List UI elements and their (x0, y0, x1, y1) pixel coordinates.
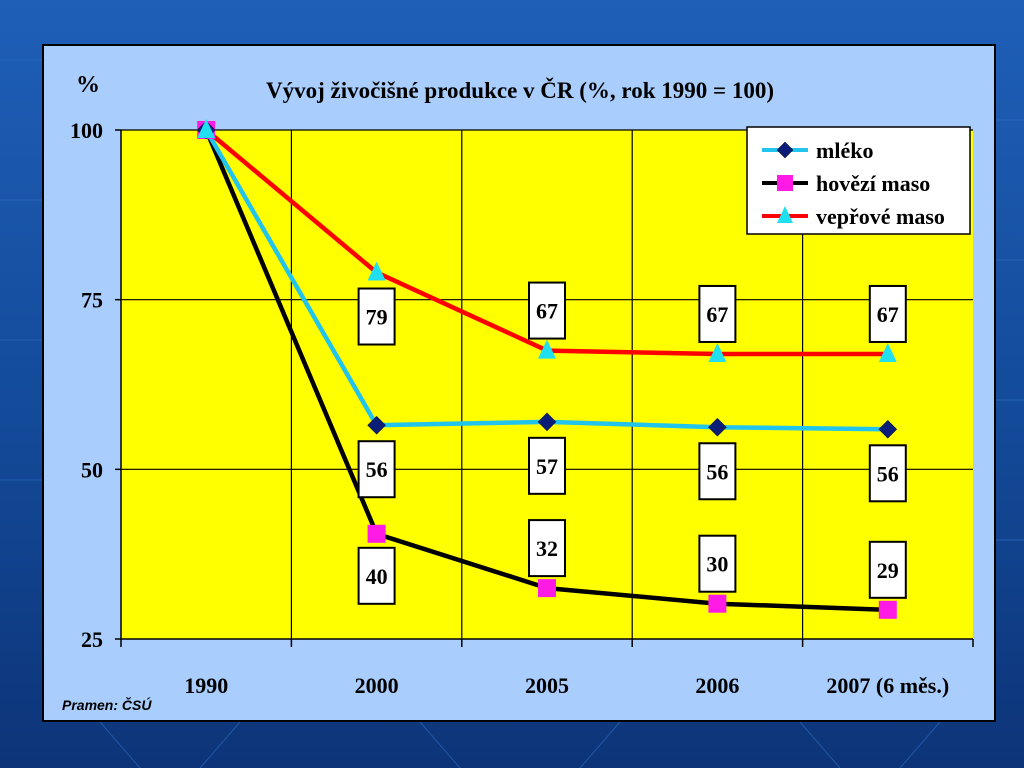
data-point-marker (708, 417, 727, 437)
data-point-marker (708, 342, 727, 362)
data-point-marker (538, 339, 556, 359)
legend-label: hovězí maso (816, 171, 930, 196)
x-tick-label: 2000 (355, 673, 399, 698)
data-label-box (357, 440, 396, 499)
legend-label: vepřové maso (816, 204, 945, 229)
y-tick-label: 75 (81, 288, 103, 313)
x-tick-label: 2005 (525, 673, 569, 698)
data-label-box (868, 444, 907, 503)
data-point-marker (878, 419, 898, 439)
chart-title: Vývoj živočišné produkce v ČR (%, rok 19… (266, 77, 774, 103)
data-label-box (357, 546, 396, 605)
x-tick-label: 2007 (6 měs.) (826, 673, 949, 698)
data-label: 32 (536, 536, 558, 561)
data-labels: 56 57 56 56 40 32 30 29 79 67 67 67 (357, 281, 907, 605)
x-tick-label: 1990 (184, 673, 228, 698)
data-label-box (357, 287, 396, 346)
data-point-marker (538, 579, 556, 598)
data-label: 40 (366, 564, 388, 589)
data-point-marker (776, 141, 794, 159)
data-point-marker (367, 261, 386, 281)
y-axis-label: % (76, 72, 100, 98)
data-label: 30 (706, 552, 728, 577)
data-label: 67 (706, 302, 728, 327)
data-label: 57 (536, 454, 558, 479)
y-tick-label: 25 (81, 627, 103, 652)
x-tick-label: 2006 (695, 673, 739, 698)
y-tick-label: 50 (81, 457, 103, 482)
data-label-box (528, 436, 566, 495)
data-label-box (698, 284, 737, 343)
data-point-marker (367, 524, 386, 543)
legend-label: mléko (816, 138, 873, 163)
legend: mléko hovězí maso vepřové maso (746, 126, 971, 235)
data-point-marker (197, 119, 216, 138)
data-label: 56 (706, 459, 728, 484)
data-point-marker (878, 600, 897, 619)
data-label-box (868, 540, 907, 599)
data-point-marker (878, 342, 897, 362)
data-point-marker (708, 594, 727, 613)
source-note: Pramen: ČSÚ (62, 697, 152, 713)
axes: 25 50 75 100 1990 2000 2005 2006 2007 (6 měs.) (70, 118, 974, 698)
data-label-box (528, 281, 566, 340)
data-point-marker (537, 412, 557, 432)
data-label: 67 (536, 299, 558, 324)
data-point-marker (777, 175, 793, 191)
data-label: 67 (877, 302, 899, 327)
data-point-marker (367, 415, 386, 435)
data-label: 29 (877, 558, 899, 583)
data-label: 56 (366, 457, 388, 482)
data-label-box (698, 534, 737, 593)
data-label: 79 (366, 305, 388, 330)
data-label: 56 (877, 461, 899, 486)
data-point-marker (777, 206, 793, 223)
data-label-box (698, 442, 737, 501)
data-label-box (528, 519, 566, 578)
y-tick-label: 100 (70, 118, 103, 143)
data-label-box (868, 284, 907, 343)
series-group (196, 119, 898, 619)
